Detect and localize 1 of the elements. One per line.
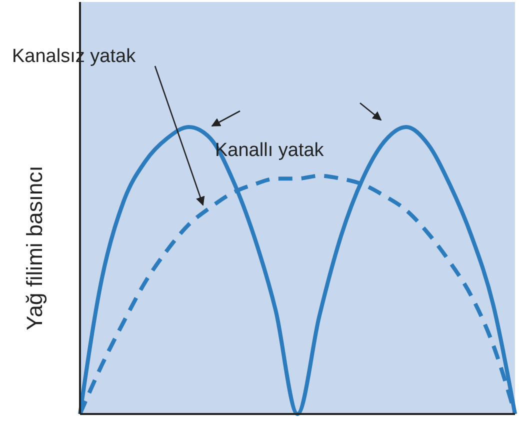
y-axis-title: Yağ filimi basıncı xyxy=(22,166,47,330)
